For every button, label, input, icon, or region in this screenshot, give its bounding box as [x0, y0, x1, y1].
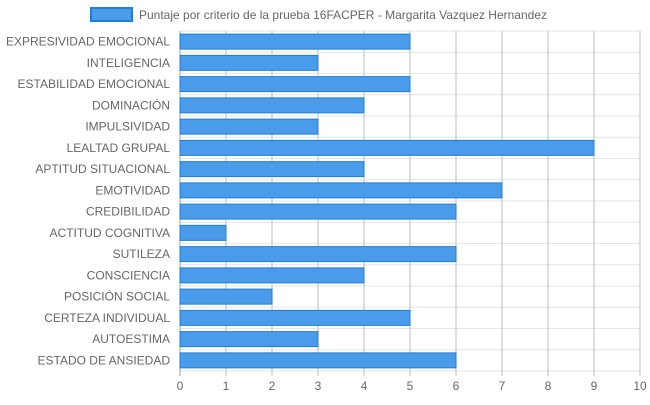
bar[interactable]: [179, 246, 457, 263]
bars: [179, 33, 595, 369]
bar[interactable]: [179, 224, 227, 241]
bar[interactable]: [179, 118, 319, 135]
legend[interactable]: Puntaje por criterio de la prueba 16FACP…: [90, 7, 547, 22]
y-axis-label: CONSCIENCIA: [87, 268, 170, 282]
y-axis-label: CERTEZA INDIVIDUAL: [44, 311, 170, 325]
x-axis-tick-label: 8: [545, 379, 552, 393]
y-axis-label: AUTOESTIMA: [92, 332, 170, 346]
bar[interactable]: [179, 161, 365, 178]
x-axis-tick-label: 0: [177, 379, 184, 393]
y-axis-label: INTELIGENCIA: [87, 56, 170, 70]
y-axis-label: APTITUD SITUACIONAL: [35, 162, 170, 176]
bar[interactable]: [179, 33, 411, 50]
y-axis-label: LEALTAD GRUPAL: [67, 141, 171, 155]
bar[interactable]: [179, 182, 503, 199]
x-axis-tick-label: 2: [269, 379, 276, 393]
y-axis-label: IMPULSIVIDAD: [85, 120, 170, 134]
y-axis-labels: EXPRESIVIDAD EMOCIONAL INTELIGENCIA ESTABI…: [6, 35, 170, 368]
y-axis-label: EMOTIVIDAD: [95, 183, 170, 197]
x-axis-tick-label: 9: [591, 379, 598, 393]
y-axis-label: CREDIBILIDAD: [86, 205, 170, 219]
legend-swatch[interactable]: [90, 7, 133, 22]
bar[interactable]: [179, 267, 365, 284]
bar[interactable]: [179, 288, 273, 305]
bar[interactable]: [179, 203, 457, 220]
y-axis-label: ESTADO DE ANSIEDAD: [38, 353, 171, 367]
bar[interactable]: [179, 76, 411, 93]
bar[interactable]: [179, 139, 595, 156]
x-axis-tick-label: 10: [633, 379, 647, 393]
bar[interactable]: [179, 97, 365, 114]
y-axis-label: ACTITUD COGNITIVA: [50, 226, 170, 240]
y-axis-label: ESTABILIDAD EMOCIONAL: [18, 77, 171, 91]
y-axis-label: SUTILEZA: [113, 247, 170, 261]
bar[interactable]: [179, 309, 411, 326]
bar[interactable]: [179, 352, 457, 369]
x-axis-tick-label: 4: [361, 379, 368, 393]
legend-label[interactable]: Puntaje por criterio de la prueba 16FACP…: [139, 8, 547, 22]
x-axis-tick-label: 6: [453, 379, 460, 393]
bar[interactable]: [179, 331, 319, 348]
x-axis-tick-label: 3: [315, 379, 322, 393]
x-axis-tick-label: 1: [223, 379, 230, 393]
y-axis-label: POSICIÓN SOCIAL: [64, 289, 170, 304]
x-axis-tick-labels: 0 1 2 3 4 5 6 7 8 9 10: [177, 379, 647, 393]
x-axis-tick-label: 7: [499, 379, 506, 393]
x-axis-tick-label: 5: [407, 379, 414, 393]
y-axis-label: DOMINACIÓN: [92, 97, 170, 112]
y-axis-label: EXPRESIVIDAD EMOCIONAL: [6, 35, 170, 49]
bar[interactable]: [179, 54, 319, 71]
